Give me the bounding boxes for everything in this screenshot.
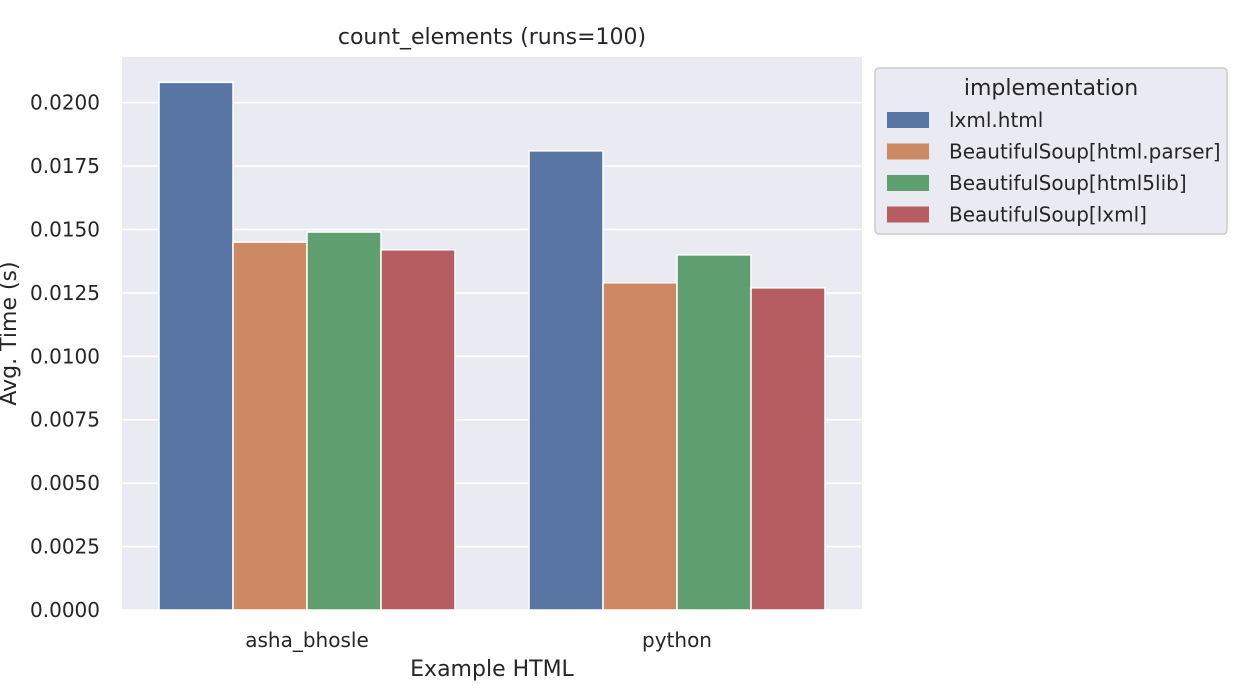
- legend-label: BeautifulSoup[lxml]: [949, 203, 1147, 227]
- y-tick-label: 0.0000: [30, 598, 100, 622]
- legend-swatch: [887, 112, 929, 128]
- y-tick-label: 0.0175: [30, 154, 100, 178]
- bar: [380, 249, 456, 611]
- bars: [158, 81, 826, 611]
- x-axis-ticks: asha_bhosle python: [245, 628, 712, 652]
- x-axis-label: Example HTML: [410, 657, 574, 682]
- x-tick-label: asha_bhosle: [245, 628, 369, 652]
- y-tick-label: 0.0050: [30, 471, 100, 495]
- y-tick-label: 0.0200: [30, 91, 100, 115]
- y-tick-label: 0.0150: [30, 217, 100, 241]
- legend-label: lxml.html: [949, 108, 1043, 132]
- y-tick-label: 0.0075: [30, 408, 100, 432]
- bar: [602, 282, 678, 611]
- legend: implementation lxml.html BeautifulSoup[ht…: [874, 67, 1228, 235]
- bar: [750, 287, 826, 611]
- y-axis-ticks: 0.0000 0.0025 0.0050 0.0075 0.0100 0.0125 0.01…: [30, 91, 100, 622]
- legend-label: BeautifulSoup[html.parser]: [949, 140, 1221, 164]
- chart-title: count_elements (runs=100): [338, 25, 646, 50]
- bar: [528, 150, 604, 611]
- legend-label: BeautifulSoup[html5lib]: [949, 171, 1187, 195]
- bar: [306, 231, 382, 611]
- y-tick-label: 0.0100: [30, 344, 100, 368]
- legend-swatch: [887, 143, 929, 160]
- y-tick-label: 0.0025: [30, 535, 100, 559]
- legend-swatch: [887, 206, 929, 223]
- bar: [158, 81, 234, 611]
- legend-title: implementation: [964, 76, 1138, 101]
- y-axis-label: Avg. Time (s): [0, 261, 22, 405]
- legend-box: [874, 67, 1228, 235]
- bar: [232, 241, 308, 611]
- legend-items: lxml.html BeautifulSoup[html.parser] Beaut…: [887, 108, 1221, 227]
- bar: [676, 254, 752, 611]
- x-tick-label: python: [642, 628, 712, 652]
- legend-swatch: [887, 175, 929, 191]
- y-tick-label: 0.0125: [30, 281, 100, 305]
